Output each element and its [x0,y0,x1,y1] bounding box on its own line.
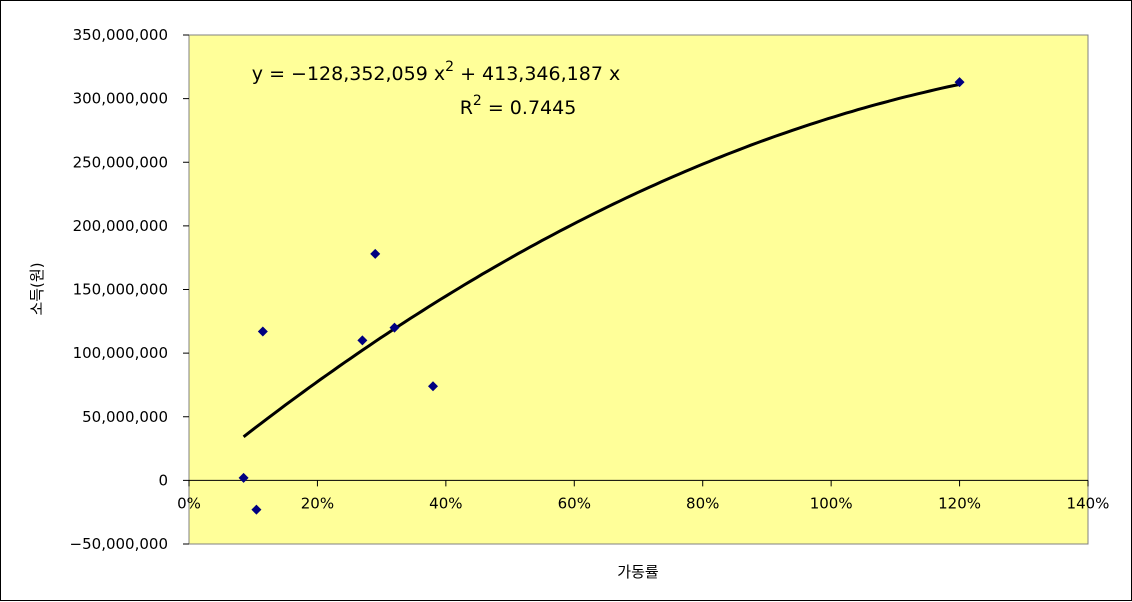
y-tick-label: 50,000,000 [82,408,168,426]
trendline [242,82,960,438]
x-tick-label: 20% [301,494,334,512]
data-point [370,248,381,259]
data-point [428,381,439,392]
y-tick-label: −50,000,000 [70,535,168,553]
x-tick-labels: 0% 20% 40% 60% 80% 100% 120% 140% [177,480,1109,512]
data-point [251,504,262,515]
data-point [257,326,268,337]
plot-area [188,34,1089,545]
x-tick-label: 40% [429,494,462,512]
y-tick-label: 200,000,000 [73,217,168,235]
trendline-equation: y = −128,352,059 x2 + 413,346,187 x [252,59,620,85]
y-tick-label: 350,000,000 [73,26,168,44]
x-tick-label: 140% [1067,494,1110,512]
y-tick-labels: 350,000,000 300,000,000 250,000,000 200,000… [70,26,189,553]
y-tick-label: 0 [158,471,168,489]
y-tick-label: 300,000,000 [73,90,168,108]
x-tick-label: 80% [686,494,719,512]
y-tick-label: 250,000,000 [73,153,168,171]
y-axis-title: 소득(원) [28,262,46,315]
x-tick-label: 120% [938,494,981,512]
data-point [389,322,400,333]
data-point [954,77,965,88]
data-point [357,335,368,346]
x-tick-label: 100% [810,494,853,512]
x-tick-label: 0% [177,494,201,512]
data-point [238,472,249,483]
x-axis-title: 가동률 [617,563,659,581]
y-tick-label: 150,000,000 [73,281,168,299]
data-points [238,77,965,515]
y-tick-label: 100,000,000 [73,344,168,362]
r-squared-label: R2 = 0.7445 [460,93,577,119]
x-tick-label: 60% [558,494,591,512]
